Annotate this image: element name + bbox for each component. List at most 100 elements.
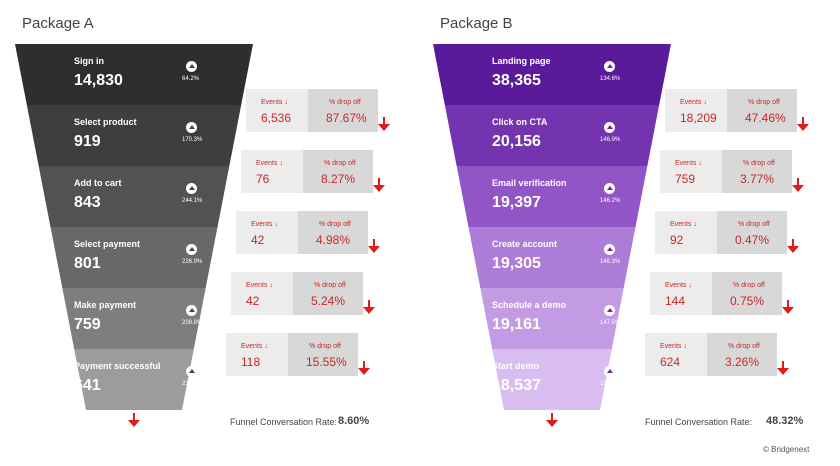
arrow-up-circle-icon	[186, 244, 197, 255]
stage-value-b-1: 38,365	[492, 72, 541, 89]
events-label: Events ↓	[665, 282, 692, 289]
funnel-stage-a-1	[15, 44, 253, 105]
dropoff-pct-box-a-2	[303, 150, 373, 193]
dropoff-events-box-a-5	[226, 333, 288, 376]
drop-off-label: % drop off	[324, 160, 356, 167]
stage-label-a-1: Sign in	[74, 56, 104, 66]
stage-label-b-3: Email verification	[492, 178, 567, 188]
stage-value-a-2: 919	[74, 133, 101, 150]
arrow-up-circle-icon	[604, 244, 615, 255]
down-arrow-icon	[787, 239, 799, 253]
dropoff-events-value-b-2: 759	[675, 172, 696, 186]
stage-pct-b-4: 146.3%	[600, 259, 621, 265]
dropoff-pct-value-b-1: 47.46%	[745, 111, 786, 125]
arrow-up-circle-icon	[604, 366, 615, 377]
stage-pct-b-5: 147.5%	[600, 320, 621, 326]
dropoff-events-box-a-1	[246, 89, 308, 132]
conversion-rate-value-a: 8.60%	[338, 415, 370, 427]
dropoff-events-box-b-5	[645, 333, 707, 376]
events-label: Events ↓	[675, 160, 702, 167]
down-arrow-icon	[782, 300, 794, 314]
dropoff-pct-value-b-5: 3.26%	[725, 355, 760, 369]
arrow-up-circle-icon	[186, 305, 197, 316]
stage-label-b-1: Landing page	[492, 56, 551, 66]
events-label: Events ↓	[680, 99, 707, 106]
events-label: Events ↓	[256, 160, 283, 167]
dropoff-events-box-b-2	[660, 150, 722, 193]
funnel-stage-a-5	[62, 288, 206, 349]
events-label: Events ↓	[241, 343, 268, 350]
down-arrow-icon	[777, 361, 789, 375]
stage-pct-b-2: 146.9%	[600, 137, 621, 143]
stage-value-a-3: 843	[74, 194, 101, 211]
stage-label-a-4: Select payment	[74, 239, 141, 249]
arrow-up-circle-icon	[604, 183, 615, 194]
down-arrow-icon	[358, 361, 370, 375]
stage-value-b-3: 19,397	[492, 194, 541, 211]
dropoff-pct-value-b-4: 0.75%	[730, 294, 765, 308]
dropoff-pct-value-a-2: 8.27%	[321, 172, 356, 186]
dropoff-events-box-b-4	[650, 272, 712, 315]
drop-off-label: % drop off	[733, 282, 765, 289]
stage-value-a-5: 759	[74, 316, 101, 333]
down-arrow-icon	[363, 300, 375, 314]
funnel-stage-a-2	[26, 105, 242, 166]
dropoff-pct-box-b-5	[707, 333, 777, 376]
down-arrow-icon	[368, 239, 380, 253]
funnel-stage-b-2	[444, 105, 660, 166]
arrow-up-circle-icon	[186, 61, 197, 72]
copyright-text: © Bridgenext	[763, 445, 810, 454]
dropoff-pct-box-b-1	[727, 89, 797, 132]
drop-off-label: % drop off	[738, 221, 770, 228]
dropoff-events-value-b-4: 144	[665, 294, 686, 308]
funnel-stage-b-6	[492, 349, 612, 410]
down-arrow-icon	[373, 178, 385, 192]
down-arrow-icon	[797, 117, 809, 131]
dropoff-events-value-a-5: 118	[241, 355, 261, 369]
funnel-stage-b-1	[433, 44, 671, 105]
dropoff-events-box-b-3	[655, 211, 717, 254]
dropoff-pct-box-b-3	[717, 211, 787, 254]
dropoff-pct-value-b-3: 0.47%	[735, 233, 770, 247]
stage-pct-a-2: 170.3%	[182, 137, 203, 143]
conversion-rate-label-a: Funnel Conversation Rate:	[230, 417, 338, 427]
down-arrow-icon	[128, 413, 140, 427]
dropoff-events-value-b-1: 18,209	[680, 111, 717, 125]
conversion-rate-value-b: 48.32%	[766, 415, 804, 427]
funnel-stage-a-3	[38, 166, 230, 227]
events-label: Events ↓	[660, 343, 687, 350]
events-label: Events ↓	[261, 99, 288, 106]
stage-label-a-6: Payment successful	[74, 361, 161, 371]
dropoff-events-box-a-3	[236, 211, 298, 254]
funnel-stage-a-4	[50, 227, 218, 288]
stage-value-a-1: 14,830	[74, 72, 123, 89]
stage-value-a-6: 641	[74, 377, 101, 394]
funnel-stage-a-6	[74, 349, 194, 410]
dropoff-pct-box-b-4	[712, 272, 782, 315]
dropoff-pct-value-a-4: 5.24%	[311, 294, 346, 308]
stage-value-b-6: 18,537	[492, 377, 541, 394]
dropoff-pct-box-b-2	[722, 150, 792, 193]
drop-off-label: % drop off	[748, 99, 780, 106]
events-label: Events ↓	[246, 282, 273, 289]
stage-value-b-5: 19,161	[492, 316, 541, 333]
stage-value-b-4: 19,305	[492, 255, 541, 272]
chart-title-b: Package B	[440, 15, 513, 32]
stage-label-a-2: Select product	[74, 117, 137, 127]
drop-off-label: % drop off	[314, 282, 346, 289]
stage-label-a-3: Add to cart	[74, 178, 122, 188]
arrow-up-circle-icon	[604, 61, 615, 72]
stage-pct-b-3: 146.2%	[600, 198, 621, 204]
funnel-stage-b-4	[468, 227, 636, 288]
drop-off-label: % drop off	[329, 99, 361, 106]
dropoff-events-value-a-3: 42	[251, 233, 265, 247]
dropoff-pct-box-a-1	[308, 89, 378, 132]
dropoff-pct-value-a-1: 87.67%	[326, 111, 367, 125]
stage-label-b-4: Create account	[492, 239, 558, 249]
stage-pct-a-1: 64.2%	[182, 76, 200, 82]
stage-value-a-4: 801	[74, 255, 101, 272]
down-arrow-icon	[792, 178, 804, 192]
events-label: Events ↓	[670, 221, 697, 228]
events-label: Events ↓	[251, 221, 278, 228]
stage-pct-a-4: 226.9%	[182, 259, 203, 265]
